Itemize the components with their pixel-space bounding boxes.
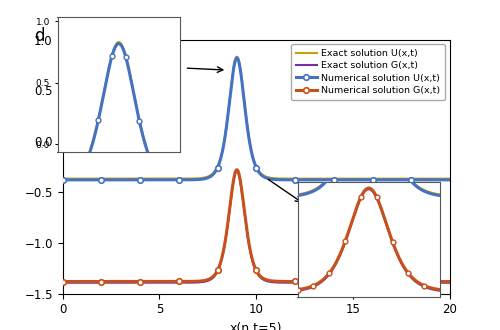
- Exact solution G(x,t): [104, 281, 110, 285]
- Exact solution G(x,t): [208, 277, 214, 281]
- Line: Numerical solution G(x,t): Numerical solution G(x,t): [60, 167, 453, 284]
- Exact solution G(x,t): [234, 169, 240, 173]
- Numerical solution U(x,t): [446, 178, 452, 182]
- Numerical solution U(x,t): [234, 56, 240, 60]
- Numerical solution G(x,t): [60, 280, 66, 283]
- Numerical solution U(x,t): [104, 178, 110, 182]
- Exact solution U(x,t): [447, 177, 453, 181]
- Exact solution G(x,t): [398, 281, 404, 285]
- Exact solution U(x,t): [208, 173, 214, 177]
- Numerical solution G(x,t): [440, 280, 446, 283]
- Numerical solution U(x,t): [447, 178, 453, 182]
- Numerical solution G(x,t): [234, 168, 240, 172]
- Numerical solution G(x,t): [208, 276, 214, 280]
- Exact solution G(x,t): [60, 281, 66, 285]
- Line: Exact solution G(x,t): Exact solution G(x,t): [62, 171, 450, 283]
- Numerical solution G(x,t): [447, 280, 453, 283]
- Exact solution U(x,t): [446, 177, 452, 181]
- Exact solution U(x,t): [234, 55, 240, 59]
- Numerical solution U(x,t): [60, 178, 66, 182]
- Exact solution U(x,t): [104, 177, 110, 181]
- Exact solution G(x,t): [225, 222, 231, 226]
- Exact solution G(x,t): [126, 281, 132, 285]
- Exact solution U(x,t): [126, 177, 132, 181]
- Line: Exact solution U(x,t): Exact solution U(x,t): [62, 57, 450, 179]
- Numerical solution U(x,t): [440, 178, 446, 182]
- Numerical solution U(x,t): [208, 174, 214, 178]
- Exact solution G(x,t): [440, 281, 446, 285]
- Numerical solution G(x,t): [438, 280, 444, 283]
- Exact solution U(x,t): [398, 177, 404, 181]
- Numerical solution G(x,t): [398, 280, 404, 283]
- Numerical solution G(x,t): [225, 220, 231, 224]
- Exact solution U(x,t): [440, 177, 446, 181]
- Numerical solution U(x,t): [126, 178, 132, 182]
- Exact solution G(x,t): [447, 281, 453, 285]
- Exact solution U(x,t): [60, 177, 66, 181]
- Y-axis label: d: d: [34, 27, 44, 45]
- Numerical solution G(x,t): [104, 280, 110, 283]
- X-axis label: x(η,t=5): x(η,t=5): [230, 322, 282, 330]
- Numerical solution G(x,t): [126, 280, 132, 283]
- Numerical solution U(x,t): [398, 178, 404, 182]
- Exact solution U(x,t): [225, 112, 231, 116]
- Exact solution G(x,t): [438, 281, 444, 285]
- Line: Numerical solution U(x,t): Numerical solution U(x,t): [60, 55, 453, 182]
- Legend: Exact solution U(x,t), Exact solution G(x,t), Numerical solution U(x,t), Numeric: Exact solution U(x,t), Exact solution G(…: [291, 44, 446, 100]
- Numerical solution U(x,t): [225, 114, 231, 117]
